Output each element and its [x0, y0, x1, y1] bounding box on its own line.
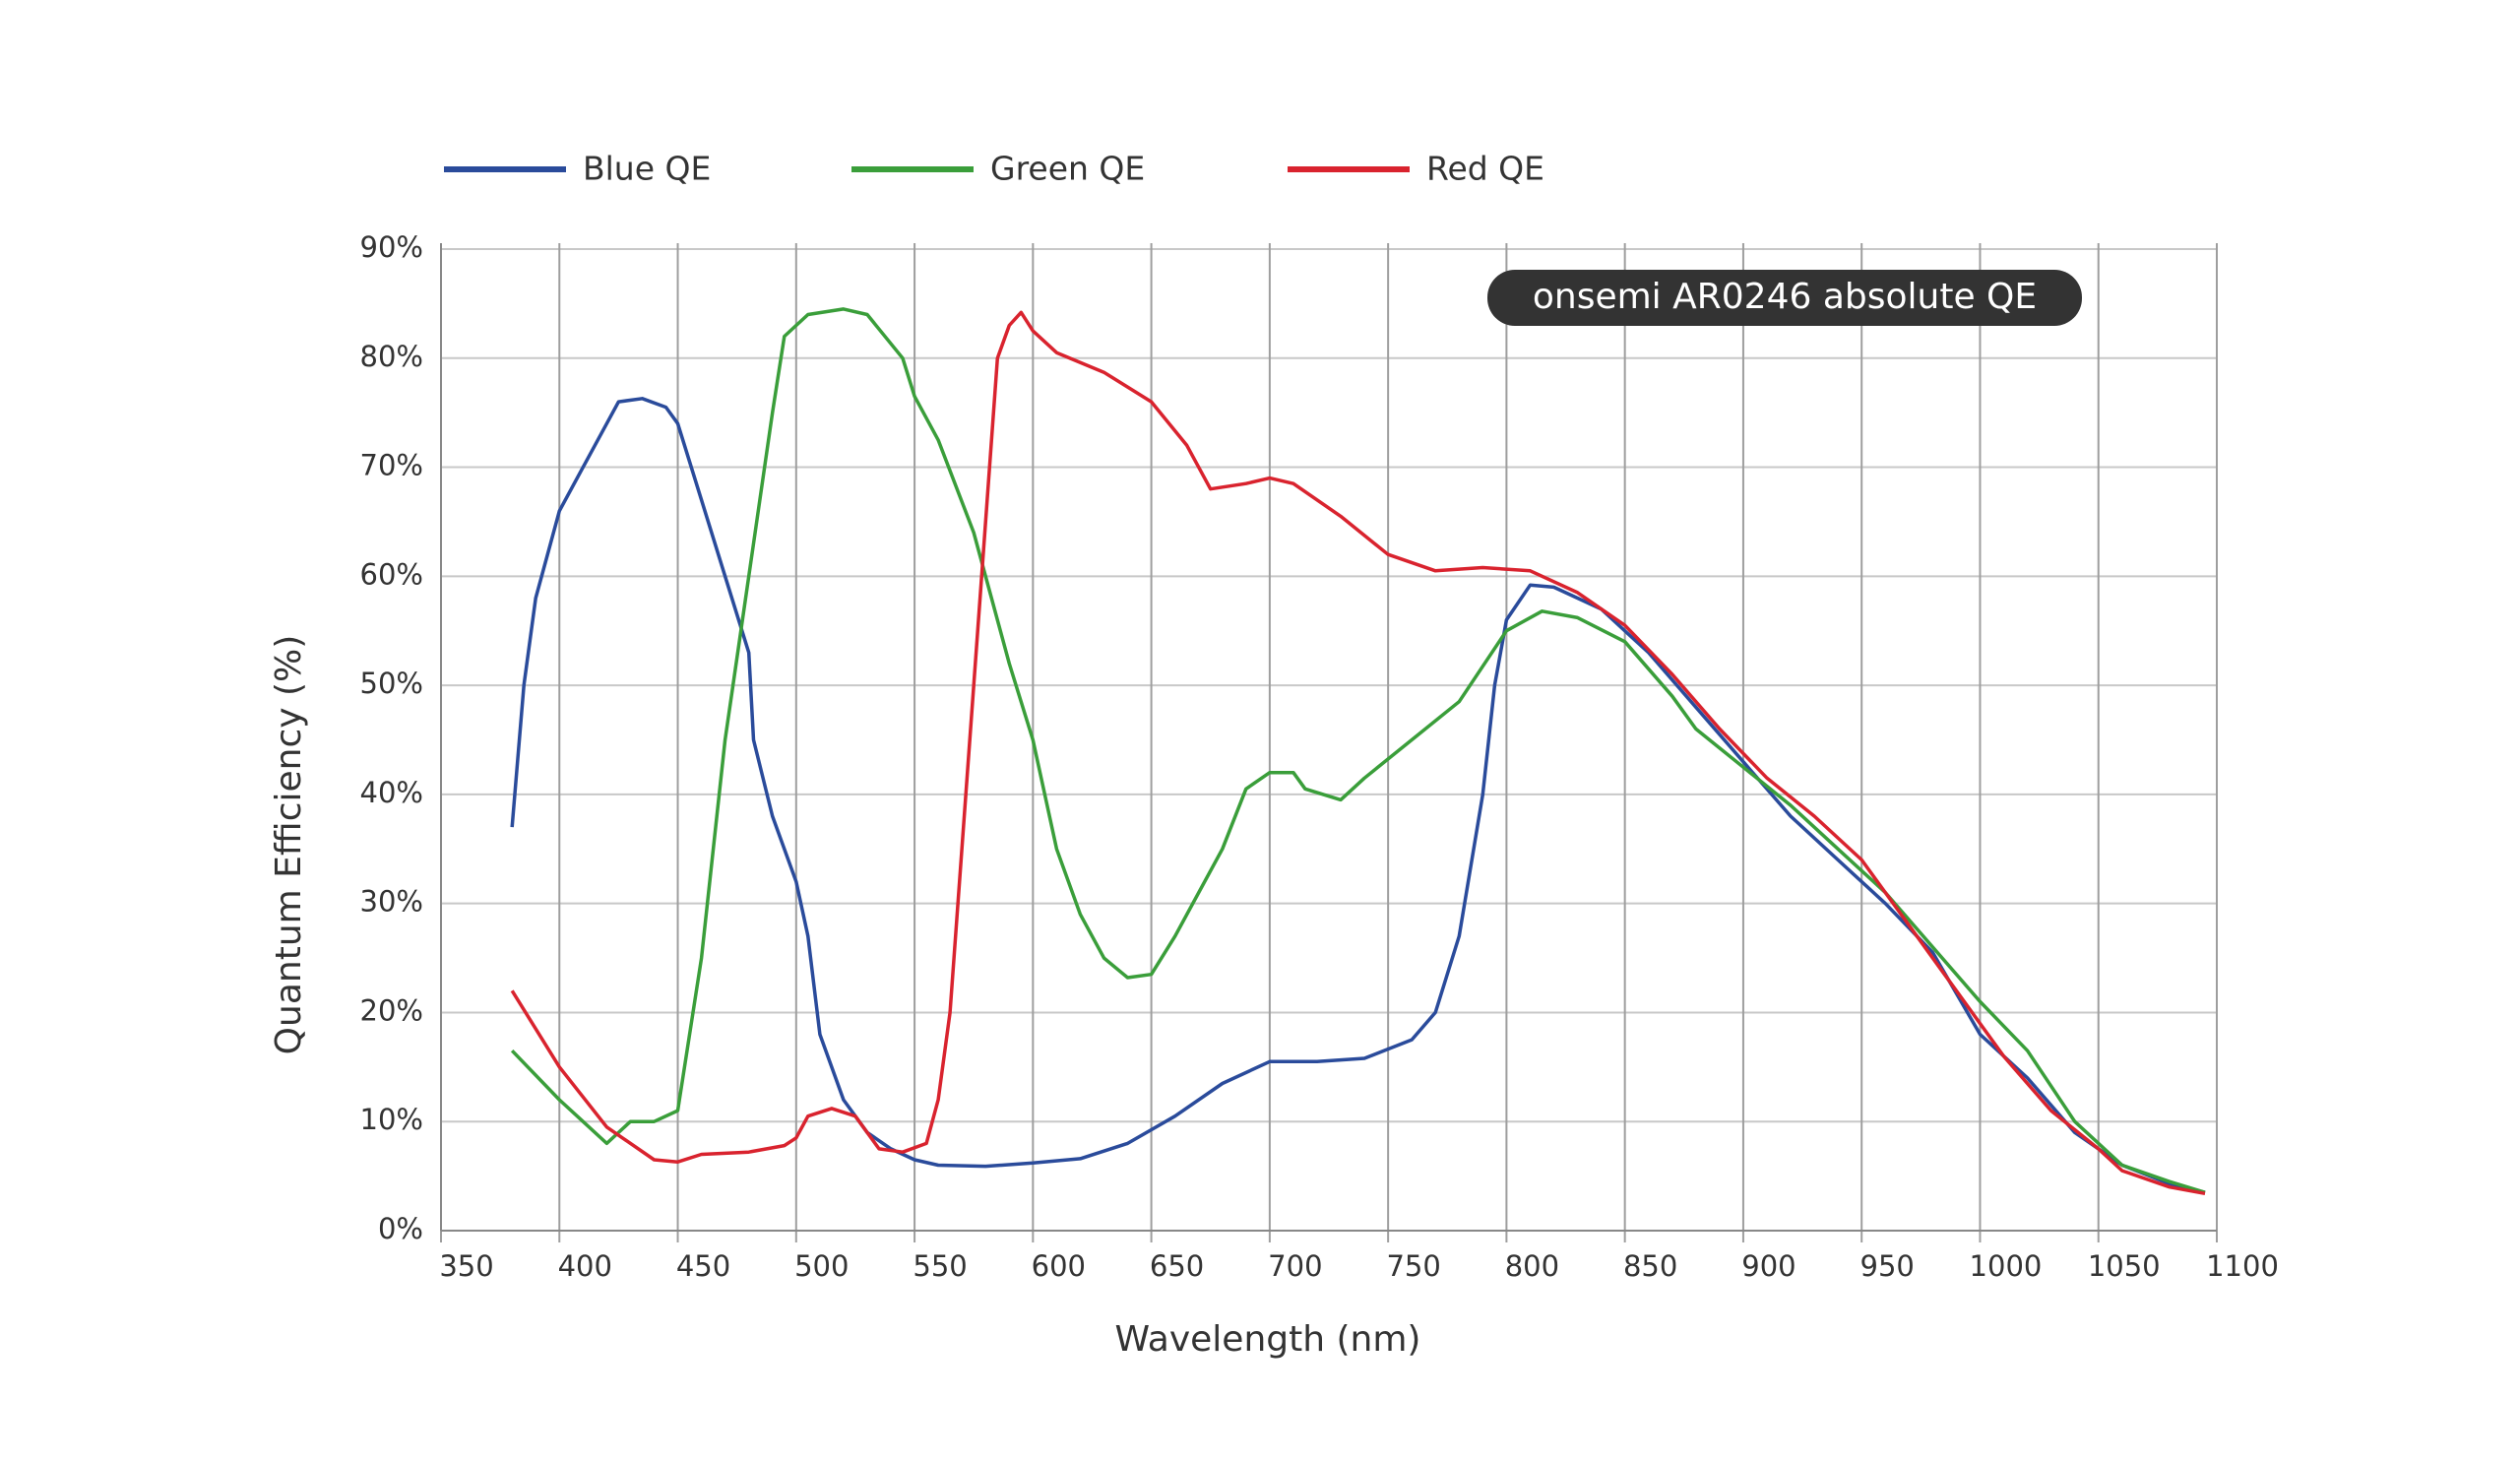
- x-tick-label: 600: [1032, 1249, 1086, 1283]
- x-tick-label: 750: [1386, 1249, 1440, 1283]
- x-tick-label: 400: [558, 1249, 612, 1283]
- x-tick-label: 850: [1623, 1249, 1677, 1283]
- x-tick-label: 950: [1860, 1249, 1915, 1283]
- x-tick-label: 350: [439, 1249, 493, 1283]
- x-tick-label: 1100: [2206, 1249, 2279, 1283]
- y-tick-label: 90%: [360, 230, 423, 264]
- y-tick-label: 20%: [360, 993, 423, 1027]
- x-axis-title: Wavelength (nm): [1115, 1319, 1421, 1360]
- legend-label: Blue QE: [583, 150, 711, 188]
- x-tick-label: 500: [794, 1249, 849, 1283]
- annotation-box: [1487, 270, 2082, 326]
- legend-label: Red QE: [1426, 150, 1544, 188]
- annotation: onsemi AR0246 absolute QE: [1533, 277, 2037, 317]
- x-tick-label: 650: [1150, 1249, 1204, 1283]
- y-tick-label: 60%: [360, 557, 423, 591]
- data-line: [510, 397, 2206, 1194]
- y-tick-label: 10%: [360, 1103, 423, 1136]
- y-tick-label: 80%: [360, 340, 423, 373]
- x-tick-label: 1000: [1970, 1249, 2043, 1283]
- y-axis-title: Quantum Efficiency (%): [269, 635, 309, 1055]
- x-tick-label: 450: [676, 1249, 730, 1283]
- y-tick-label: 50%: [360, 667, 423, 700]
- legend-label: Green QE: [990, 150, 1145, 188]
- x-tick-label: 550: [913, 1249, 967, 1283]
- x-tick-label: 700: [1268, 1249, 1322, 1283]
- x-tick-label: 1050: [2088, 1249, 2161, 1283]
- data-line: [510, 310, 2206, 1196]
- x-tick-label: 900: [1741, 1249, 1796, 1283]
- y-tick-label: 70%: [360, 449, 423, 482]
- y-tick-label: 40%: [360, 776, 423, 809]
- y-tick-label: 0%: [378, 1212, 423, 1245]
- x-tick-label: 800: [1505, 1249, 1559, 1283]
- data-line: [510, 307, 2206, 1194]
- y-tick-label: 30%: [360, 885, 423, 919]
